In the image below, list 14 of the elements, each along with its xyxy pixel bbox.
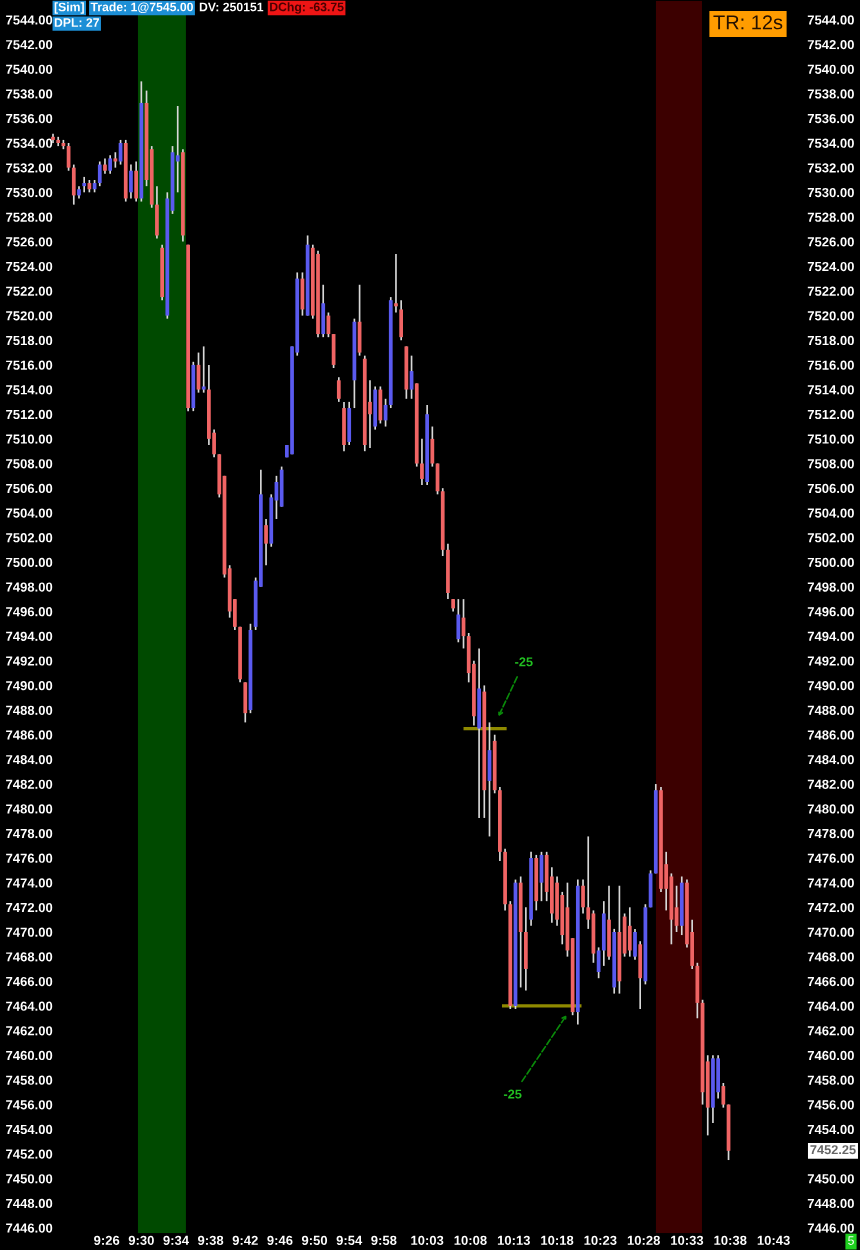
candlestick	[82, 176, 87, 194]
candlestick	[404, 345, 409, 400]
candlestick	[342, 401, 346, 453]
candlestick	[108, 154, 113, 175]
candlestick	[456, 598, 461, 644]
annotation: TR: 12s	[713, 15, 783, 30]
candlestick	[129, 163, 133, 200]
candlestick	[477, 647, 481, 819]
candlestick	[191, 360, 196, 412]
candlestick	[347, 401, 352, 446]
candlestick	[134, 160, 139, 203]
candlestick	[97, 160, 102, 187]
candlestick	[336, 376, 341, 403]
candlestick	[627, 906, 632, 958]
